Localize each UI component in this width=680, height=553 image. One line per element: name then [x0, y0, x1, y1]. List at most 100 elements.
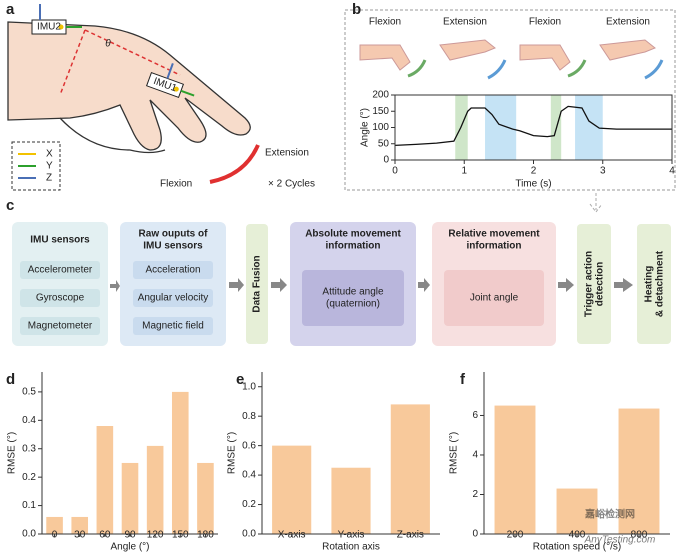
y-axis-label: RMSE (°) [449, 432, 460, 474]
z-arrow [166, 63, 174, 79]
y-tick-label: 0.3 [22, 443, 36, 454]
item-label: Magnetic field [142, 321, 204, 332]
box-title: information [467, 241, 522, 252]
y-tick-label: 150 [372, 106, 389, 117]
bar [331, 467, 371, 534]
bar [121, 462, 139, 534]
axis-legend [11, 141, 61, 191]
x-tick-label: 800 [631, 530, 648, 541]
item-box [133, 261, 213, 279]
panel-label: f [460, 371, 466, 388]
motion-arrows [407, 59, 664, 80]
angle-line [59, 29, 86, 96]
bar [146, 445, 164, 534]
panel-label: c [6, 197, 14, 214]
phase-span [485, 95, 517, 160]
link-arrow [589, 193, 603, 213]
y-axis-label: RMSE (°) [7, 432, 18, 474]
x-tick-label: 0 [52, 530, 58, 541]
trigger-label: Trigger action [584, 251, 595, 317]
item-box [20, 289, 100, 307]
item-label: Gyroscope [36, 293, 85, 304]
x-axis-label: Angle (°) [110, 542, 149, 553]
panel-label: d [6, 371, 15, 388]
y-tick-label: 0.8 [242, 411, 256, 422]
hand-illustration [7, 21, 251, 154]
x-dot [58, 24, 64, 30]
imu-label: IMU2 [37, 22, 61, 33]
bar [494, 405, 536, 534]
flow-arrows [110, 278, 633, 292]
thumb-line [59, 117, 166, 154]
motion-label: Extension [606, 17, 650, 28]
angle-line [394, 105, 672, 147]
item-label: Angular velocity [138, 293, 209, 304]
item-box [20, 317, 100, 335]
box-title: Raw ouputs of [139, 229, 209, 240]
x-tick-label: 120 [147, 530, 164, 541]
box-title: IMU sensors [30, 235, 90, 246]
heating-box [637, 224, 671, 344]
watermark: 嘉峪检测网 [584, 508, 635, 521]
x-tick-label: 1 [461, 166, 467, 177]
bar [46, 516, 63, 534]
angle-line [84, 29, 181, 76]
x-tick-label: 60 [99, 530, 111, 541]
fusion-box [246, 224, 268, 344]
box-title: Relative movement [448, 229, 540, 240]
item-label: Accelerometer [28, 265, 93, 276]
cycles-label: × 2 Cycles [268, 179, 315, 190]
x-tick-label: 400 [569, 530, 586, 541]
bar [96, 426, 114, 534]
x-axis-label: Rotation axis [322, 542, 380, 553]
panel-b-frame [344, 9, 676, 191]
item-box [133, 289, 213, 307]
imu1-group [145, 63, 195, 99]
y-tick-label: 200 [372, 90, 389, 101]
x-dot [173, 86, 179, 92]
bar [618, 408, 660, 534]
watermark: AnyTesting.com [584, 535, 656, 546]
item-label: (quaternion) [326, 299, 380, 310]
bar [197, 462, 214, 534]
y-tick-label: 0.2 [242, 499, 256, 510]
axis-legend-label: Y [46, 161, 53, 172]
y-tick-label: 0.0 [22, 529, 36, 540]
plot-frame [394, 94, 673, 161]
fusion-label: Data Fusion [252, 255, 263, 312]
raw-box [120, 222, 226, 346]
motion-label: Flexion [160, 179, 192, 190]
hand [7, 21, 251, 151]
bar [390, 404, 430, 534]
y-tick-label: 6 [472, 410, 478, 421]
x-tick-label: 2 [531, 166, 537, 177]
motion-label: Flexion [529, 17, 561, 28]
item-label: Attitude angle [322, 287, 384, 298]
axes [483, 372, 670, 535]
heating-label: & detachment [655, 250, 666, 317]
item-label: Magnetometer [28, 321, 93, 332]
motion-arrow [209, 144, 260, 184]
x-tick-label: 3 [600, 166, 606, 177]
box-title: Absolute movement [305, 229, 401, 240]
x-axis-label: Rotation speed (°/s) [533, 542, 622, 553]
y-tick-label: 0.6 [242, 440, 256, 451]
x-tick-label: 4 [669, 166, 675, 177]
bar [272, 445, 312, 534]
axes [41, 372, 218, 535]
x-tick-label: Y-axis [338, 530, 365, 541]
y-arrow [180, 89, 195, 97]
x-tick-label: 30 [74, 530, 86, 541]
x-tick-label: 0 [392, 166, 398, 177]
x-tick-label: X-axis [278, 530, 306, 541]
motion-label: Extension [265, 148, 309, 159]
y-tick-label: 0.5 [22, 387, 36, 398]
item-label: Acceleration [145, 265, 200, 276]
bar [556, 488, 598, 534]
axes [261, 372, 440, 535]
inner-box [302, 270, 404, 326]
item-box [133, 317, 213, 335]
y-tick-label: 1.0 [242, 381, 256, 392]
motion-label: Extension [443, 17, 487, 28]
